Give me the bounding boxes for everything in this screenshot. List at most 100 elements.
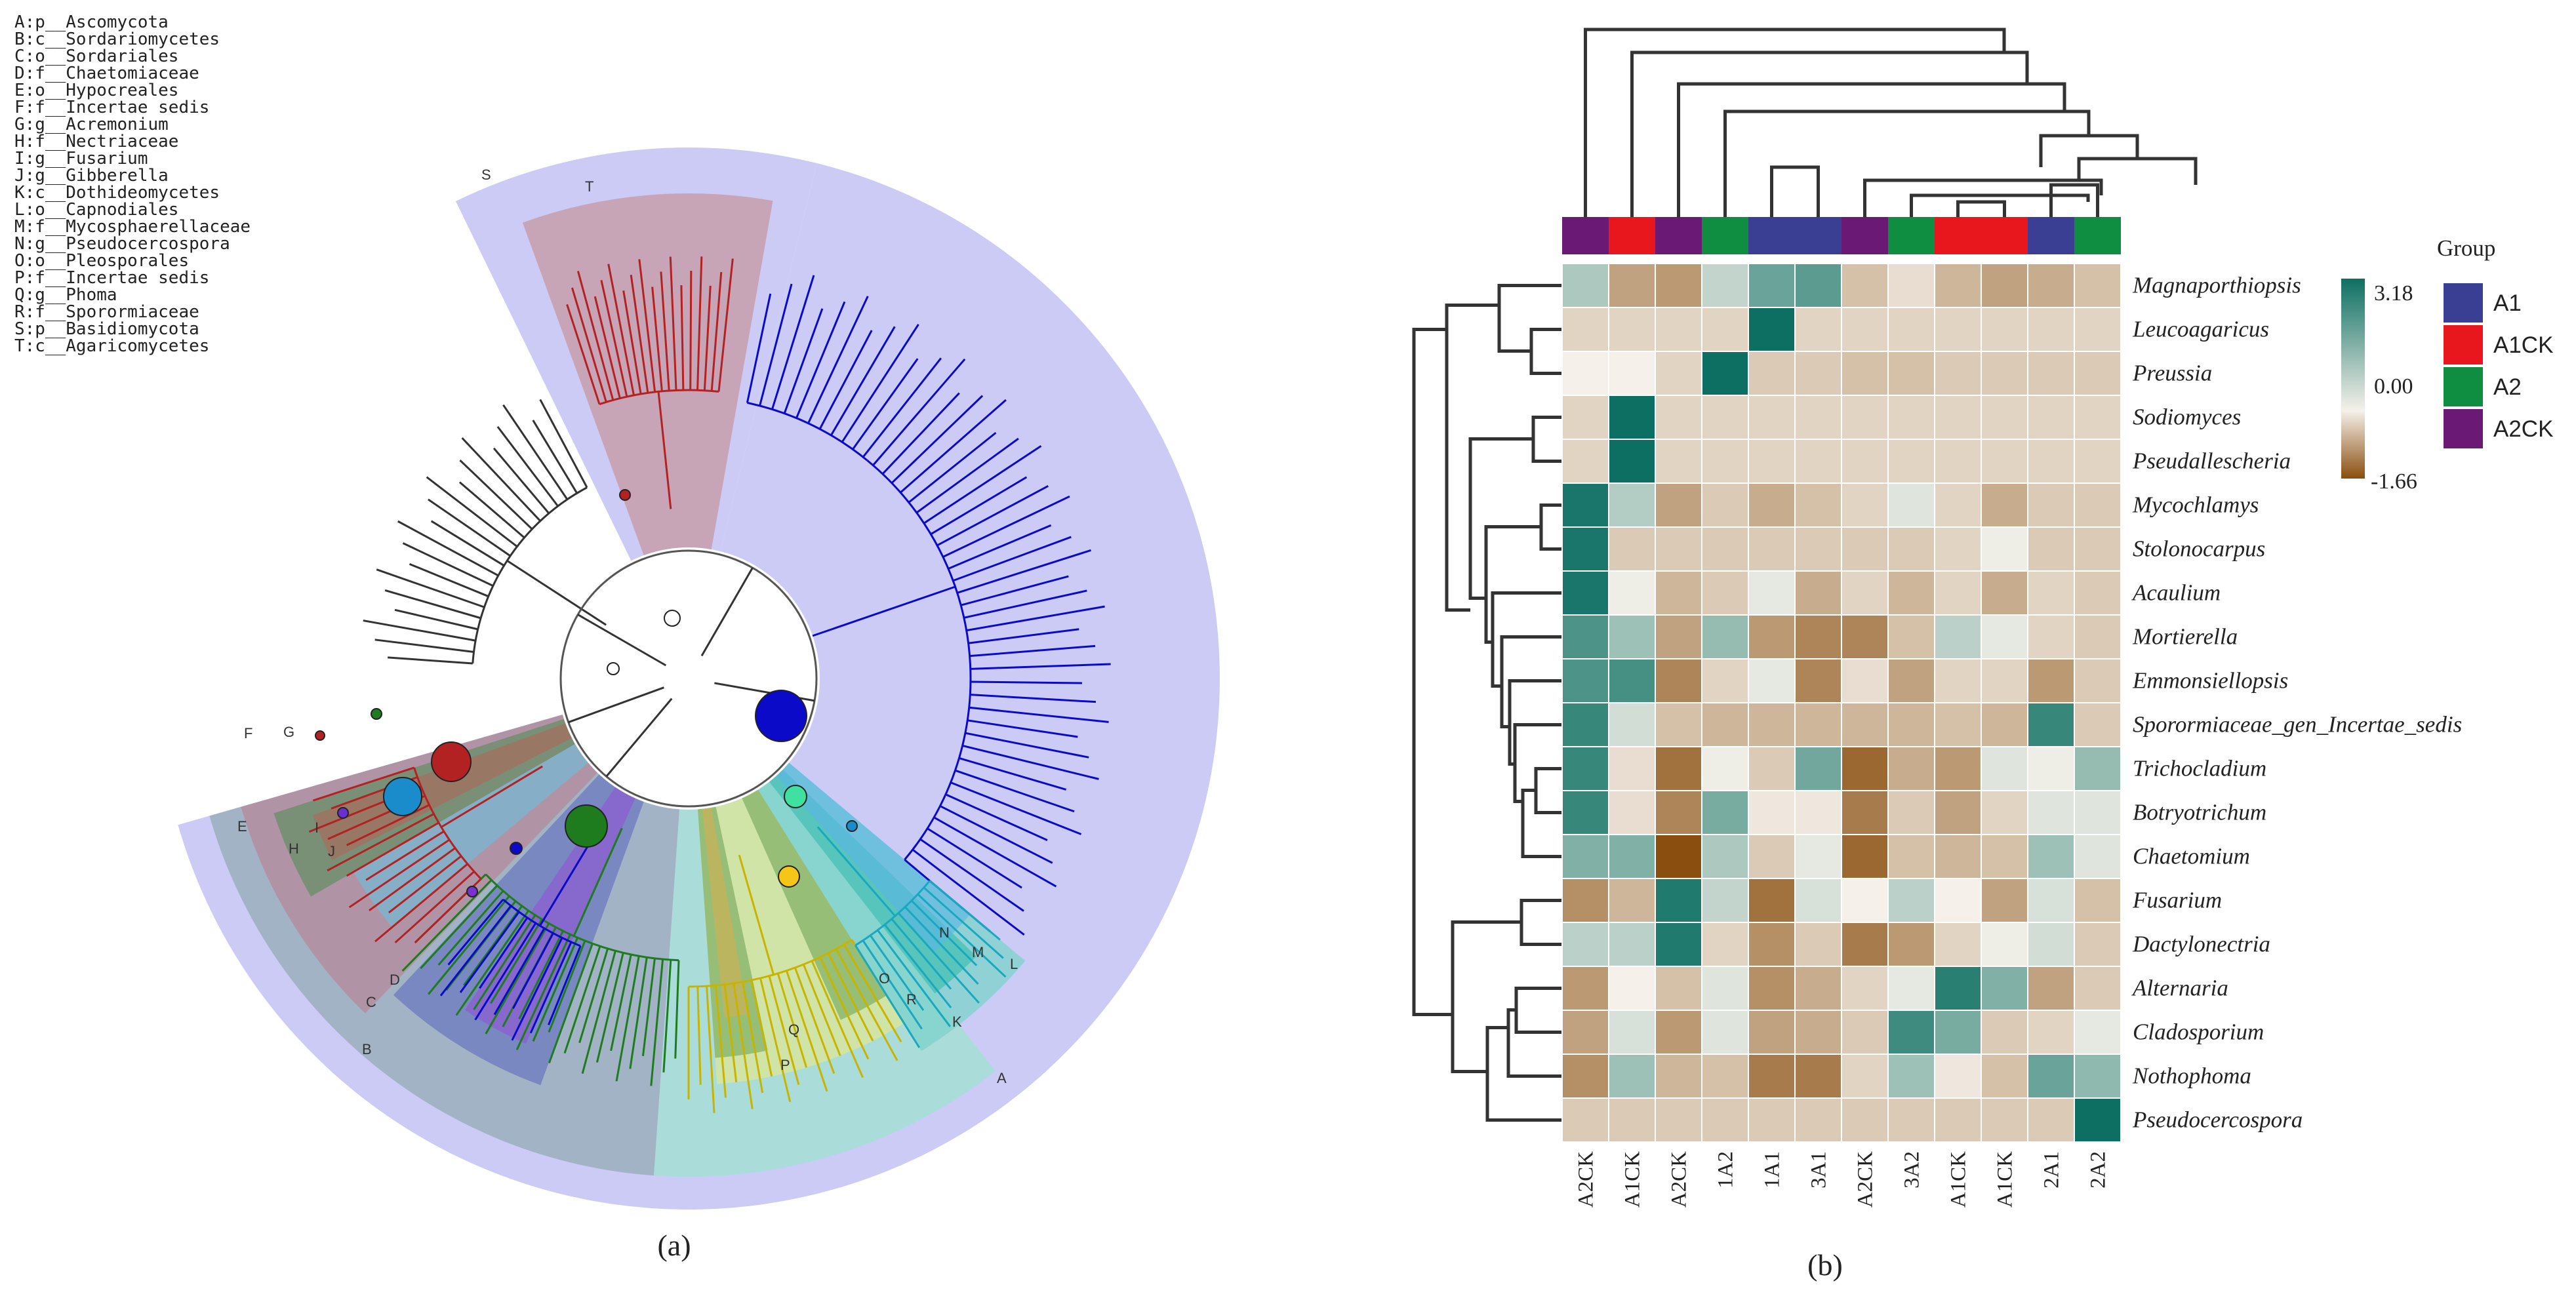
tree-leaf (830, 326, 896, 436)
clade-letter-g: G (283, 724, 294, 740)
tree-leaf (897, 912, 980, 1004)
heatmap-cell (2027, 658, 2075, 703)
tree-leaf (811, 960, 864, 1078)
heatmap-cell (1748, 307, 1796, 352)
column-label: A1CK (1621, 1151, 1645, 1208)
heatmap-cell (1841, 1097, 1889, 1143)
dendrogram-branch (1514, 987, 1562, 1034)
heatmap-cell (1934, 966, 1982, 1011)
tree-leaf (490, 918, 543, 1004)
dendrogram-branch (1529, 328, 1562, 375)
tree-leaf (374, 639, 474, 653)
heatmap-cell (1655, 966, 1702, 1011)
lefse-cladogram: A:p__Ascomycota B:c__Sordariomycetes C:o… (14, 12, 1220, 1262)
column-label: A1CK (1994, 1151, 2017, 1208)
heatmap-cell (1794, 746, 1842, 791)
clade-letter-a: A (997, 1070, 1007, 1086)
tree-leaf (474, 922, 537, 1021)
heatmap-cell (1561, 1097, 1609, 1143)
heatmap-cell (1841, 526, 1889, 572)
tree-leaf (459, 911, 520, 993)
heatmap-cell (1841, 878, 1889, 923)
tree-leaf (852, 358, 919, 450)
tree-leaf (818, 330, 873, 430)
heatmap-cell (1981, 307, 2028, 352)
heatmap-cell (1887, 966, 1935, 1011)
heatmap-cell (1887, 922, 1935, 967)
tree-leaf (923, 445, 1042, 524)
clade-letter-l: L (1010, 956, 1018, 972)
heatmap-cell (1748, 483, 1796, 528)
tree-leaf (420, 884, 498, 970)
node-e-hypocreales (431, 741, 472, 782)
heatmap-cell (1981, 922, 2028, 967)
tree-leaf (576, 271, 614, 401)
heatmap-cell (1655, 307, 1702, 352)
tree-stem (539, 846, 588, 926)
tree-leaf (638, 259, 656, 393)
heatmap-cell (1794, 966, 1842, 1011)
tree-leaf (768, 975, 800, 1086)
heatmap-cell (1748, 922, 1796, 967)
heatmap-cell (2074, 790, 2122, 835)
dendrogram-branch (1531, 416, 1562, 463)
heatmap-cell (1887, 658, 1935, 703)
row-label: Sodiomyces (2133, 404, 2241, 430)
heatmap-cell (1608, 878, 1656, 923)
node-b-sordariomycetes (565, 804, 608, 848)
heatmap-cell (2074, 307, 2122, 352)
tree-leaf (939, 805, 1053, 864)
row-label: Trichocladium (2133, 756, 2266, 781)
tree-leaf (952, 536, 1072, 582)
heatmap-cell (1841, 746, 1889, 791)
heatmap-cell (1561, 790, 1609, 835)
tree-leaf (733, 983, 754, 1110)
heatmap-cell (1608, 834, 1656, 879)
panel-b-label: (b) (1807, 1248, 1843, 1282)
tree-leaf (548, 945, 582, 1026)
scale-mid-label: 0.00 (2374, 374, 2413, 399)
heatmap-cell (1608, 922, 1656, 967)
tree-leaf (794, 967, 835, 1074)
tree-leaf (532, 420, 578, 494)
heatmap-cell (1701, 526, 1749, 572)
tree-leaf (447, 899, 504, 966)
heatmap-cell (2027, 526, 2075, 572)
heatmap-cell (1701, 922, 1749, 967)
tree-leaf (957, 549, 1092, 594)
heatmap-cell (1748, 1010, 1796, 1055)
tree-leaf (426, 476, 518, 547)
heatmap-cell (1841, 702, 1889, 747)
heatmap-cell (1701, 966, 1749, 1011)
tree-leaf (714, 985, 727, 1098)
heatmap-cell (1701, 790, 1749, 835)
clade-letter-k: K (952, 1014, 962, 1030)
row-label: Alternaria (2131, 975, 2228, 1001)
tree-branches (308, 256, 1111, 1113)
heatmap-cell (2027, 351, 2075, 396)
heatmap-cell (1608, 526, 1656, 572)
heatmap-cell (2027, 570, 2075, 616)
color-scale: 3.18 0.00 -1.66 (2341, 279, 2417, 494)
dendrogram-branch (1508, 679, 1562, 766)
taxa-legend-entry: K:c__Dothideomycetes (14, 183, 220, 203)
tree-stem (573, 827, 623, 937)
tree-leaf (660, 271, 670, 391)
clade-letter-b: B (362, 1041, 372, 1057)
heatmap-cell (1887, 483, 1935, 528)
tree-leaf (595, 952, 624, 1063)
group-annotation-bar (1562, 217, 2121, 254)
heatmap-cell (2027, 439, 2075, 484)
tree-leaf (970, 680, 1082, 684)
column-label: 2A2 (2087, 1151, 2110, 1189)
tree-leaf (455, 910, 530, 1016)
tree-leaf (717, 258, 734, 392)
heatmap-cell (1701, 702, 1749, 747)
tree-leaf (966, 605, 1105, 632)
heatmap-cell (1608, 351, 1656, 396)
heatmap-cell (1561, 746, 1609, 791)
heatmap-cell (1748, 263, 1796, 308)
taxa-legend-entry: F:f__Incertae sedis (14, 98, 209, 117)
heatmap-cell (1981, 966, 2028, 1011)
